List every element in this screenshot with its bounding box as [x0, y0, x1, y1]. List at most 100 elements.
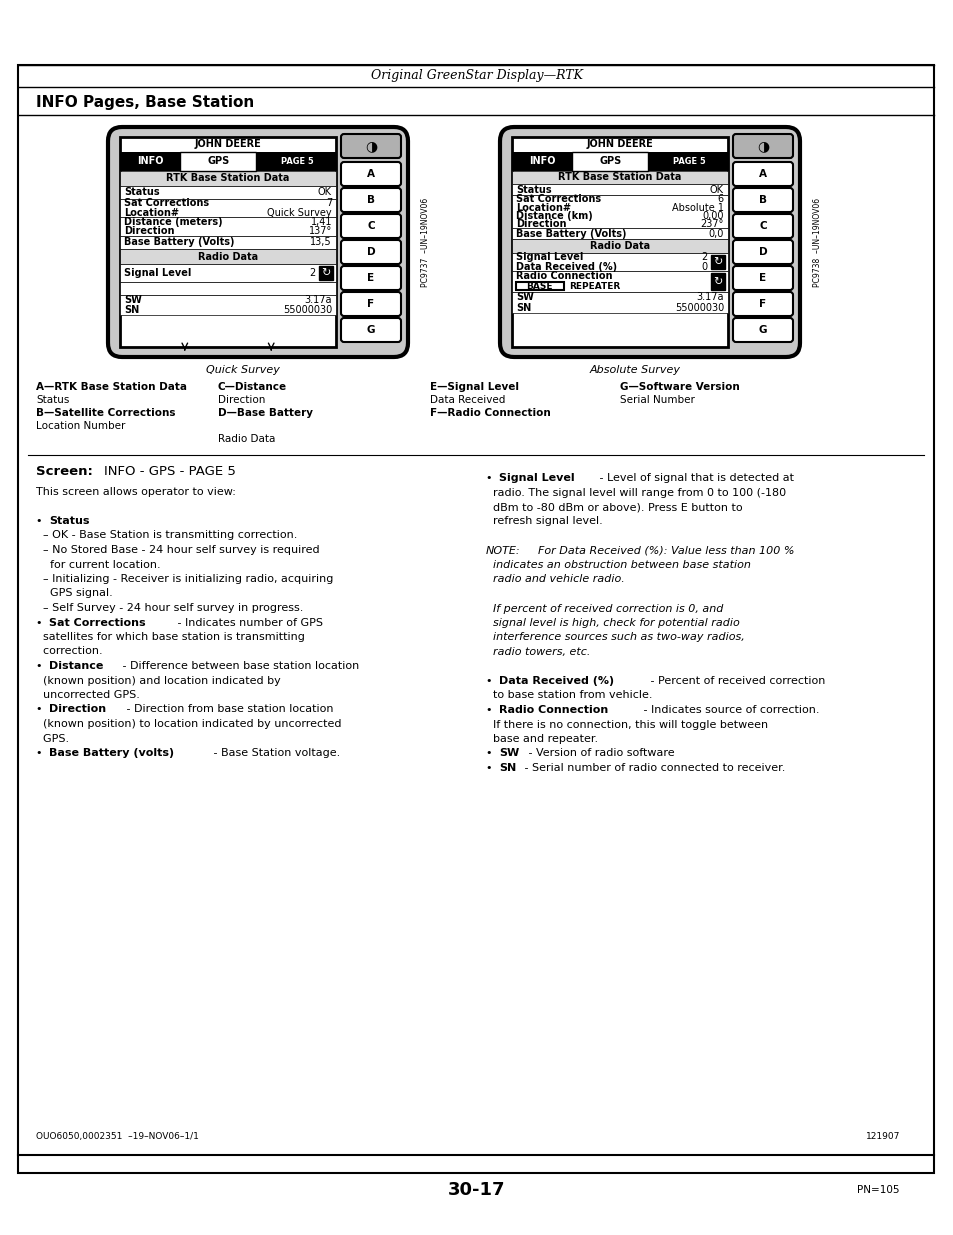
Text: A: A	[367, 169, 375, 179]
Text: Location#: Location#	[516, 203, 571, 212]
Text: 6: 6	[717, 194, 723, 204]
Text: •: •	[36, 661, 46, 671]
Text: - Base Station voltage.: - Base Station voltage.	[210, 748, 340, 758]
Bar	[120, 152, 335, 170]
Text: Radio Connection: Radio Connection	[516, 272, 612, 282]
FancyBboxPatch shape	[732, 162, 792, 186]
Text: Status: Status	[36, 395, 70, 405]
FancyBboxPatch shape	[340, 188, 400, 212]
Text: dBm to -80 dBm or above). Press E button to: dBm to -80 dBm or above). Press E button…	[485, 501, 741, 513]
Text: •: •	[36, 618, 46, 627]
Text: Original GreenStar Display—RTK: Original GreenStar Display—RTK	[371, 69, 582, 83]
Text: •: •	[485, 473, 496, 483]
Text: Signal Level: Signal Level	[498, 473, 574, 483]
Text: Quick Survey: Quick Survey	[267, 207, 332, 217]
Text: 13,5: 13,5	[310, 237, 332, 247]
Text: 30-17: 30-17	[448, 1181, 505, 1199]
Text: Sat Corrections: Sat Corrections	[49, 618, 146, 627]
Bar	[512, 137, 727, 347]
Text: PC9738  –UN–19NOV06: PC9738 –UN–19NOV06	[813, 198, 821, 287]
Text: satellites for which base station is transmitting: satellites for which base station is tra…	[36, 632, 305, 642]
Text: B: B	[367, 195, 375, 205]
Text: - Indicates number of GPS: - Indicates number of GPS	[173, 618, 322, 627]
Text: ↻: ↻	[713, 257, 722, 267]
Text: This screen allows operator to view:: This screen allows operator to view:	[36, 487, 235, 496]
Text: ◑: ◑	[756, 140, 768, 153]
Text: E: E	[367, 273, 375, 283]
Text: •: •	[36, 516, 46, 526]
Text: A—RTK Base Station Data: A—RTK Base Station Data	[36, 382, 187, 391]
Text: B—Satellite Corrections: B—Satellite Corrections	[36, 408, 175, 417]
FancyBboxPatch shape	[340, 135, 400, 158]
Text: Location Number: Location Number	[36, 421, 125, 431]
Text: Base Battery (volts): Base Battery (volts)	[49, 748, 173, 758]
Text: F: F	[759, 299, 766, 309]
Bar	[710, 273, 724, 290]
Bar	[120, 217, 335, 236]
Text: Sat Corrections: Sat Corrections	[516, 194, 600, 204]
Text: Radio Data: Radio Data	[218, 433, 275, 445]
Text: •: •	[485, 676, 496, 685]
Text: OK: OK	[709, 184, 723, 195]
Text: to base station from vehicle.: to base station from vehicle.	[485, 690, 652, 700]
Text: Absolute Survey: Absolute Survey	[589, 366, 679, 375]
Bar	[18, 65, 933, 1173]
Bar	[512, 195, 727, 228]
Text: JOHN DEERE: JOHN DEERE	[586, 140, 653, 149]
Text: Sat Corrections: Sat Corrections	[124, 199, 209, 209]
Text: PN=105: PN=105	[857, 1186, 899, 1195]
Bar	[120, 249, 335, 264]
Text: Distance: Distance	[49, 661, 103, 671]
Text: GPS: GPS	[598, 156, 620, 167]
Text: Direction: Direction	[218, 395, 265, 405]
Text: OUO6050,0002351  –19–NOV06–1/1: OUO6050,0002351 –19–NOV06–1/1	[36, 1132, 198, 1141]
Text: E: E	[759, 273, 766, 283]
Text: Absolute 1: Absolute 1	[671, 203, 723, 212]
Text: C: C	[759, 221, 766, 231]
Text: Data Received (%): Data Received (%)	[516, 262, 617, 272]
Text: Distance (meters): Distance (meters)	[124, 217, 222, 227]
Text: – No Stored Base - 24 hour self survey is required: – No Stored Base - 24 hour self survey i…	[36, 545, 319, 555]
Text: Base Battery (Volts): Base Battery (Volts)	[124, 237, 234, 247]
Text: INFO - GPS - PAGE 5: INFO - GPS - PAGE 5	[104, 466, 235, 478]
Text: Data Received: Data Received	[430, 395, 505, 405]
Bar	[512, 253, 727, 272]
Bar	[120, 137, 335, 347]
Text: 0,00: 0,00	[701, 211, 723, 221]
Text: correction.: correction.	[36, 646, 103, 657]
FancyBboxPatch shape	[108, 127, 408, 357]
Bar	[512, 170, 727, 184]
Text: SN: SN	[124, 305, 139, 315]
Bar	[512, 152, 727, 170]
Text: - Indicates source of correction.: - Indicates source of correction.	[639, 705, 819, 715]
Text: ↻: ↻	[713, 277, 722, 287]
FancyBboxPatch shape	[340, 214, 400, 238]
Bar	[512, 293, 727, 312]
Text: Data Received (%): Data Received (%)	[498, 676, 614, 685]
Text: •: •	[485, 705, 496, 715]
Text: NOTE:: NOTE:	[485, 546, 520, 556]
Text: for current location.: for current location.	[36, 559, 160, 569]
FancyBboxPatch shape	[732, 188, 792, 212]
Text: signal level is high, check for potential radio: signal level is high, check for potentia…	[485, 618, 739, 629]
Text: ↻: ↻	[321, 268, 331, 278]
Text: B: B	[759, 195, 766, 205]
Text: •: •	[36, 704, 46, 715]
Text: RTK Base Station Data: RTK Base Station Data	[558, 172, 681, 183]
Text: Serial Number: Serial Number	[619, 395, 694, 405]
Text: F—Radio Connection: F—Radio Connection	[430, 408, 550, 417]
Text: C—Distance: C—Distance	[218, 382, 287, 391]
Text: refresh signal level.: refresh signal level.	[485, 516, 602, 526]
Bar	[120, 282, 335, 295]
Text: radio towers, etc.: radio towers, etc.	[485, 647, 590, 657]
Text: 121907: 121907	[864, 1132, 899, 1141]
Text: •: •	[36, 748, 46, 758]
Text: SW: SW	[516, 293, 534, 303]
Text: - Serial number of radio connected to receiver.: - Serial number of radio connected to re…	[520, 763, 784, 773]
Text: - Version of radio software: - Version of radio software	[524, 748, 674, 758]
Bar	[512, 228, 727, 240]
Text: 3.17a: 3.17a	[696, 293, 723, 303]
Text: Radio Connection: Radio Connection	[498, 705, 607, 715]
Text: 137°: 137°	[309, 226, 332, 236]
Text: OK: OK	[317, 188, 332, 198]
